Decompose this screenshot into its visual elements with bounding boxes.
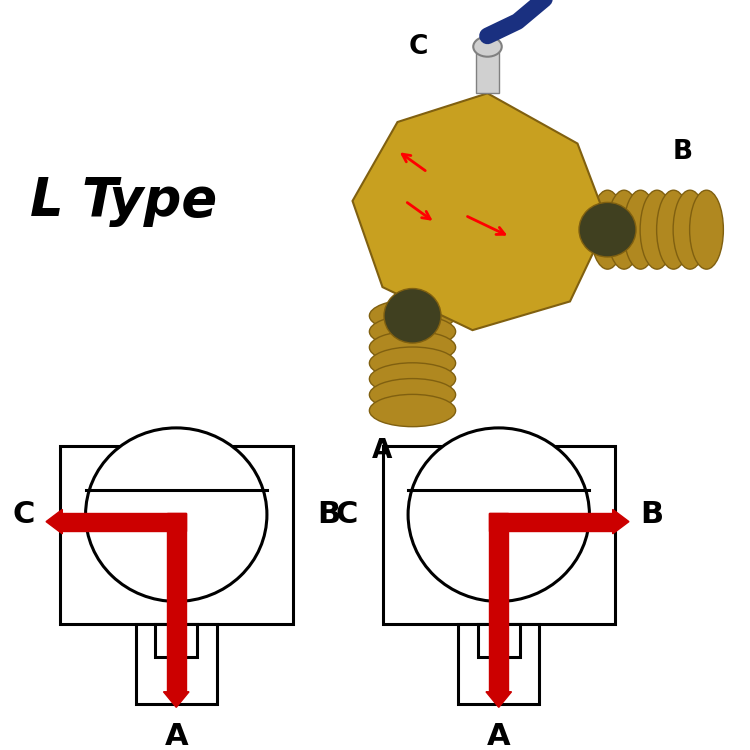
Ellipse shape (370, 347, 456, 380)
FancyArrow shape (164, 692, 189, 707)
Circle shape (408, 428, 590, 602)
Ellipse shape (690, 190, 723, 269)
Text: B: B (673, 139, 692, 165)
Ellipse shape (624, 190, 658, 269)
FancyArrow shape (46, 509, 62, 534)
Ellipse shape (370, 363, 456, 395)
Ellipse shape (370, 332, 456, 364)
FancyArrow shape (486, 692, 512, 707)
Text: A: A (487, 722, 511, 750)
Polygon shape (352, 93, 608, 330)
Text: L Type: L Type (30, 175, 217, 227)
Ellipse shape (640, 190, 674, 269)
Bar (62, 513, 185, 530)
Ellipse shape (657, 190, 690, 269)
Bar (458, 624, 539, 704)
Text: C: C (335, 500, 358, 530)
Text: B: B (640, 500, 663, 530)
Ellipse shape (608, 190, 640, 269)
FancyArrow shape (613, 509, 629, 534)
Bar (136, 624, 217, 704)
Bar (155, 624, 197, 657)
Ellipse shape (370, 316, 456, 348)
Text: C: C (408, 34, 428, 60)
Bar (490, 513, 613, 530)
Text: B: B (317, 500, 340, 530)
Ellipse shape (370, 379, 456, 411)
Ellipse shape (591, 190, 624, 269)
Circle shape (384, 289, 441, 343)
Text: A: A (372, 438, 393, 464)
Bar (478, 624, 520, 657)
Bar (60, 446, 292, 624)
Bar (490, 513, 508, 692)
Ellipse shape (370, 394, 456, 427)
Ellipse shape (473, 37, 502, 57)
Ellipse shape (370, 300, 456, 332)
Text: A: A (164, 722, 188, 750)
Text: C: C (13, 500, 35, 530)
Ellipse shape (674, 190, 706, 269)
Circle shape (86, 428, 267, 602)
Bar (382, 446, 615, 624)
Circle shape (579, 202, 636, 257)
Bar (476, 50, 499, 93)
Bar (167, 513, 185, 692)
